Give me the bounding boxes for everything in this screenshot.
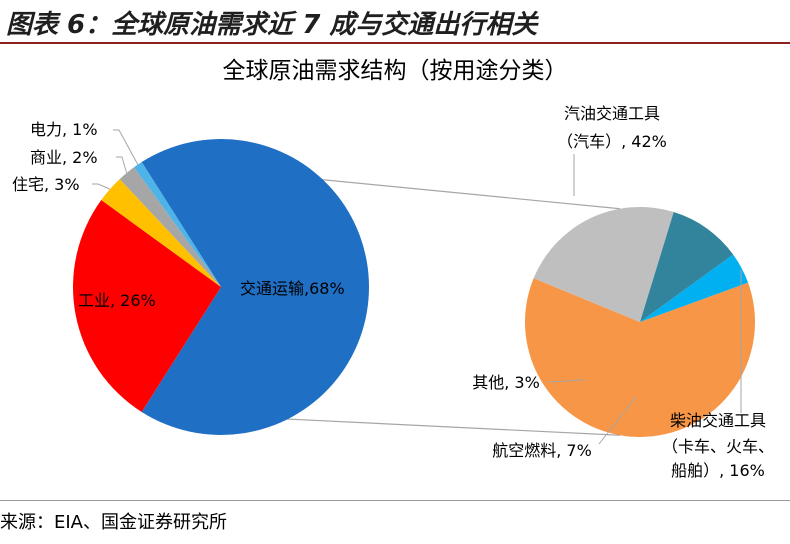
chart-title: 全球原油需求结构（按用途分类） <box>223 58 568 84</box>
label-main-1: 工业, 26% <box>78 291 156 310</box>
label-sub-3-line-0: 其他, 3% <box>472 373 540 392</box>
main-pie <box>73 139 370 435</box>
sub-slice-航空燃料 <box>640 212 734 322</box>
label-sub-0-line-1: （汽车）, 42% <box>557 132 667 151</box>
label-main-3: 商业, 2% <box>30 148 98 167</box>
pie-of-pie-chart: 全球原油需求结构（按用途分类） 交通运输,68% 工业, 26% 住宅, 3% 商业,… <box>12 58 774 480</box>
label-sub-1-line-1: （卡车、火车、 <box>662 437 774 456</box>
figure-title: 图表 6：全球原油需求近 7 成与交通出行相关 <box>6 10 538 40</box>
label-main-2: 住宅, 3% <box>12 175 80 194</box>
main-slice-住宅 <box>101 179 221 287</box>
label-sub-1-line-0: 柴油交通工具 <box>670 411 766 430</box>
label-sub-2-line-0: 航空燃料, 7% <box>492 441 592 460</box>
leader-main-4 <box>113 129 139 165</box>
label-sub-0-line-0: 汽油交通工具 <box>564 104 660 123</box>
source-note: 来源：EIA、国金证券研究所 <box>0 512 227 533</box>
main-slice-电力 <box>134 162 221 287</box>
figure-header: 图表 6：全球原油需求近 7 成与交通出行相关 <box>0 0 790 44</box>
sub-slice-柴油交通工具-卡车-火车-船舶- <box>533 206 674 322</box>
leader-main-2 <box>92 183 111 190</box>
label-main-0: 交通运输,68% <box>240 279 345 298</box>
main-slice-工业 <box>73 200 222 412</box>
header-rule <box>0 42 790 44</box>
leader-sub-3 <box>547 379 586 383</box>
sub-slice-汽油交通工具-汽车- <box>524 278 755 438</box>
footer-rule <box>0 500 790 501</box>
leader-main-3 <box>116 156 128 174</box>
label-main-4: 电力, 1% <box>30 120 98 139</box>
sub-slice-其他 <box>640 254 749 322</box>
label-sub-1-line-2: 船舶）, 16% <box>671 461 765 480</box>
slice-labels: 交通运输,68% 工业, 26% 住宅, 3% 商业, 2% 电力, 1% 汽油交通工具 （… <box>12 104 774 480</box>
main-slice-交通运输 <box>141 139 370 435</box>
sub-pie <box>524 206 755 438</box>
leader-sub-2 <box>598 396 637 445</box>
main-slice-商业 <box>119 167 221 287</box>
